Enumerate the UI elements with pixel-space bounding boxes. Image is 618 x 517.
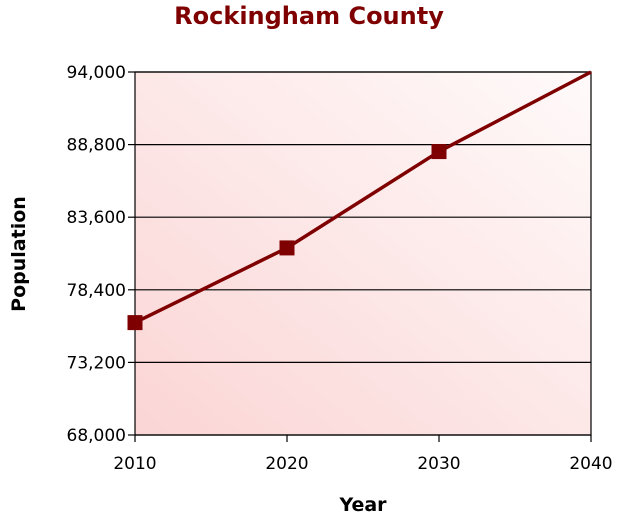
x-tick-label: 2030 <box>417 454 460 474</box>
y-tick-label: 94,000 <box>67 63 126 83</box>
y-tick-label: 73,200 <box>67 353 126 373</box>
x-axis-label: Year <box>338 494 387 516</box>
y-tick-label: 68,000 <box>67 426 126 446</box>
plot-border <box>134 71 592 436</box>
y-axis-label: Population <box>8 196 30 312</box>
x-axis-ticks: 2010 2020 2030 2040 <box>113 435 613 474</box>
y-tick-label: 83,600 <box>67 208 126 228</box>
series-layer <box>127 70 592 331</box>
x-tick-label: 2040 <box>569 454 612 474</box>
chart-title: Rockingham County <box>174 2 444 30</box>
y-axis-ticks: 68,000 73,200 78,400 83,600 88,800 94,000 <box>67 63 135 446</box>
x-tick-label: 2020 <box>265 454 308 474</box>
data-point-marker <box>431 144 447 160</box>
data-point-marker <box>279 240 295 256</box>
x-tick-label: 2010 <box>113 454 156 474</box>
series-line <box>134 70 592 325</box>
plot-area <box>135 72 591 435</box>
data-point-marker <box>127 315 143 331</box>
y-tick-label: 78,400 <box>67 281 126 301</box>
y-tick-label: 88,800 <box>67 136 126 156</box>
